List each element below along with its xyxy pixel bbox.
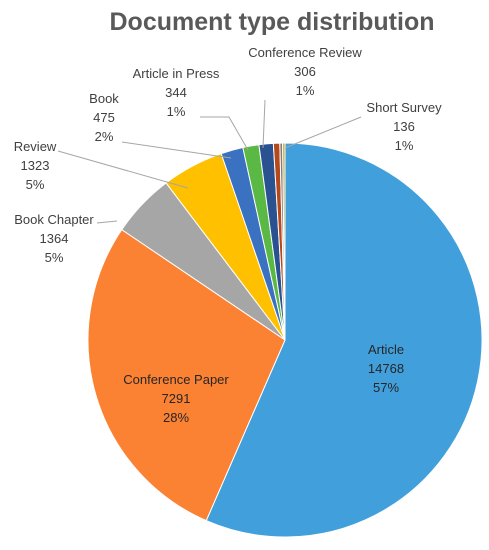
slice-label-value: 14768: [368, 361, 404, 376]
slice-label-name: Short Survey: [366, 100, 442, 115]
pie-slice-conference-paper: [87, 228, 286, 522]
leader-line-book: [121, 141, 232, 159]
slice-label-name: Conference Review: [248, 45, 362, 60]
slice-label-percent: 1%: [296, 83, 315, 98]
slice-label-short-survey: Short Survey 136 1%: [366, 100, 442, 153]
slice-label-percent: 5%: [26, 177, 45, 192]
slice-label-value: 136: [393, 119, 415, 134]
slice-label-review: Review 1323 5%: [14, 139, 57, 192]
slice-label-percent: 1%: [395, 138, 414, 153]
slice-label-name: Book Chapter: [14, 212, 94, 227]
slice-label-name: Conference Paper: [123, 372, 229, 387]
leader-line-book-chapter: [96, 220, 118, 224]
leader-line-conference-review: [262, 99, 266, 149]
slice-label-article-in-press: Article in Press 344 1%: [133, 66, 220, 119]
leader-line-article-in-press: [200, 116, 249, 151]
slice-label-percent: 57%: [373, 380, 399, 395]
slice-label-percent: 2%: [95, 129, 114, 144]
slice-label-article: Article 14768 57%: [368, 342, 404, 395]
slice-label-value: 306: [294, 64, 316, 79]
slice-label-name: Article: [368, 342, 404, 357]
leader-line-review: [57, 150, 189, 189]
pie-slice-other-9: [282, 142, 286, 341]
slice-labels: Article 14768 57% Conference Paper 7291 28% Bo…: [14, 45, 442, 425]
leader-lines: [57, 99, 362, 224]
slice-label-name: Review: [14, 139, 57, 154]
pie-slices: [87, 142, 483, 538]
slice-label-percent: 1%: [167, 104, 186, 119]
slice-label-percent: 5%: [45, 250, 64, 265]
leader-line-short-survey: [284, 116, 362, 149]
chart-title: Document type distribution: [110, 8, 435, 36]
slice-label-value: 1323: [21, 158, 50, 173]
slice-label-value: 475: [93, 110, 115, 125]
slice-label-conference-review: Conference Review 306 1%: [248, 45, 362, 98]
pie-slice-article: [205, 142, 483, 538]
slice-label-name: Article in Press: [133, 66, 220, 81]
slice-label-value: 344: [165, 85, 187, 100]
slice-label-name: Book: [89, 91, 119, 106]
slice-label-percent: 28%: [163, 410, 189, 425]
slice-label-value: 7291: [162, 391, 191, 406]
slice-label-book: Book 475 2%: [89, 91, 119, 144]
slice-label-value: 1364: [40, 231, 69, 246]
slice-label-conference-paper: Conference Paper 7291 28%: [123, 372, 229, 425]
slice-label-book-chapter: Book Chapter 1364 5%: [14, 212, 94, 265]
